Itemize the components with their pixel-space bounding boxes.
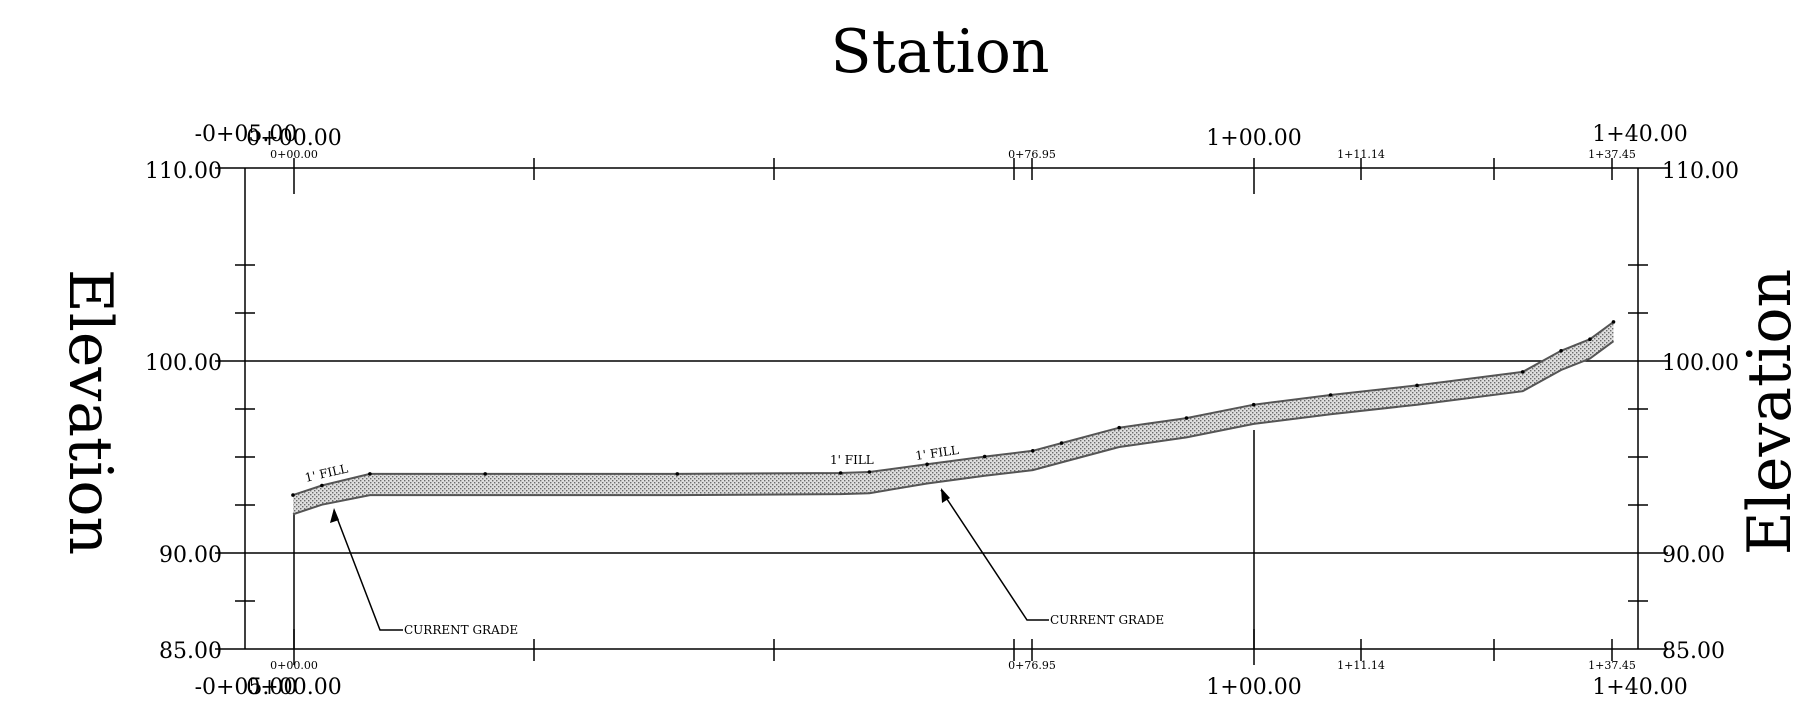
x-ticks bbox=[293, 158, 1613, 665]
profile-point bbox=[320, 483, 324, 488]
bottom-axis-label-100: 1+00.00 bbox=[1206, 675, 1301, 700]
current-grade-line bbox=[292, 340, 1615, 516]
profile-point bbox=[1031, 449, 1035, 453]
profile-point bbox=[982, 454, 987, 459]
fill-label-2: 1' FILL bbox=[830, 453, 874, 467]
y-tick-label-85-left: 85.00 bbox=[159, 639, 222, 664]
profile-point bbox=[1520, 370, 1525, 374]
profile-point bbox=[1415, 383, 1419, 388]
profile-point bbox=[867, 470, 872, 474]
station-callout-top-76: 0+76.95 bbox=[1008, 148, 1056, 161]
top-axis-label-start: -0+05.00 bbox=[195, 122, 298, 147]
station-callout-bottom-111: 1+11.14 bbox=[1337, 659, 1385, 672]
station-callout-top-111: 1+11.14 bbox=[1337, 148, 1385, 161]
y-tick-label-100-left: 100.00 bbox=[145, 351, 222, 376]
y-tick-label-90-left: 90.00 bbox=[159, 543, 222, 568]
profile-point bbox=[1588, 337, 1592, 342]
profile-point bbox=[675, 472, 680, 476]
profile-point bbox=[1117, 425, 1121, 430]
station-callout-bottom-0: 0+00.00 bbox=[270, 659, 318, 672]
y-tick-label-110-right: 110.00 bbox=[1662, 159, 1739, 184]
station-callout-bottom-137: 1+37.45 bbox=[1588, 659, 1636, 672]
current-grade-leader-2 bbox=[940, 489, 1049, 621]
y-minor-ticks bbox=[235, 264, 1648, 602]
profile-point bbox=[1184, 416, 1189, 420]
y-tick-label-100-right: 100.00 bbox=[1662, 351, 1739, 376]
y-tick-label-110-left: 110.00 bbox=[145, 159, 222, 184]
fill-band bbox=[293, 321, 1614, 515]
current-grade-arrowhead-1 bbox=[330, 508, 339, 523]
y-axis-label-right: Elevation bbox=[1735, 269, 1805, 555]
profile-point bbox=[1328, 393, 1333, 397]
proposed-grade-line bbox=[292, 321, 1615, 497]
current-grade-arrowhead-2 bbox=[941, 488, 950, 503]
station-callout-bottom-76: 0+76.95 bbox=[1008, 659, 1056, 672]
y-tick-label-85-right: 85.00 bbox=[1662, 639, 1725, 664]
profile-point bbox=[1251, 402, 1256, 407]
station-callout-top-0: 0+00.00 bbox=[270, 148, 318, 161]
top-axis-label-100: 1+00.00 bbox=[1206, 126, 1301, 151]
bottom-axis-label-zero: 0+00.00 bbox=[246, 675, 341, 700]
y-axis-label-left: Elevation bbox=[55, 269, 125, 555]
profile-point bbox=[1059, 441, 1064, 445]
profile-marks bbox=[291, 320, 1616, 516]
current-grade-label-1: CURRENT GRADE bbox=[404, 623, 518, 637]
y-tick-label-90-right: 90.00 bbox=[1662, 543, 1725, 568]
profile-point bbox=[1611, 320, 1616, 324]
current-grade-leader-1 bbox=[333, 509, 403, 631]
current-grade-label-2: CURRENT GRADE bbox=[1050, 613, 1164, 627]
profile-point bbox=[925, 462, 929, 467]
station-callout-top-137: 1+37.45 bbox=[1588, 148, 1636, 161]
profile-point bbox=[291, 493, 295, 497]
profile-point bbox=[838, 471, 843, 475]
profile-point bbox=[368, 472, 372, 476]
bottom-axis-label-start: -0+05.00 bbox=[195, 675, 298, 700]
profile-point bbox=[483, 472, 488, 476]
profile-point bbox=[1559, 349, 1563, 353]
top-axis-label-zero: 0+00.00 bbox=[246, 126, 341, 151]
top-axis-label-end: 1+40.00 bbox=[1592, 122, 1687, 147]
bottom-axis-label-end: 1+40.00 bbox=[1592, 675, 1687, 700]
fill-label-3: 1' FILL bbox=[914, 443, 959, 463]
chart-title: Station bbox=[830, 17, 1049, 87]
